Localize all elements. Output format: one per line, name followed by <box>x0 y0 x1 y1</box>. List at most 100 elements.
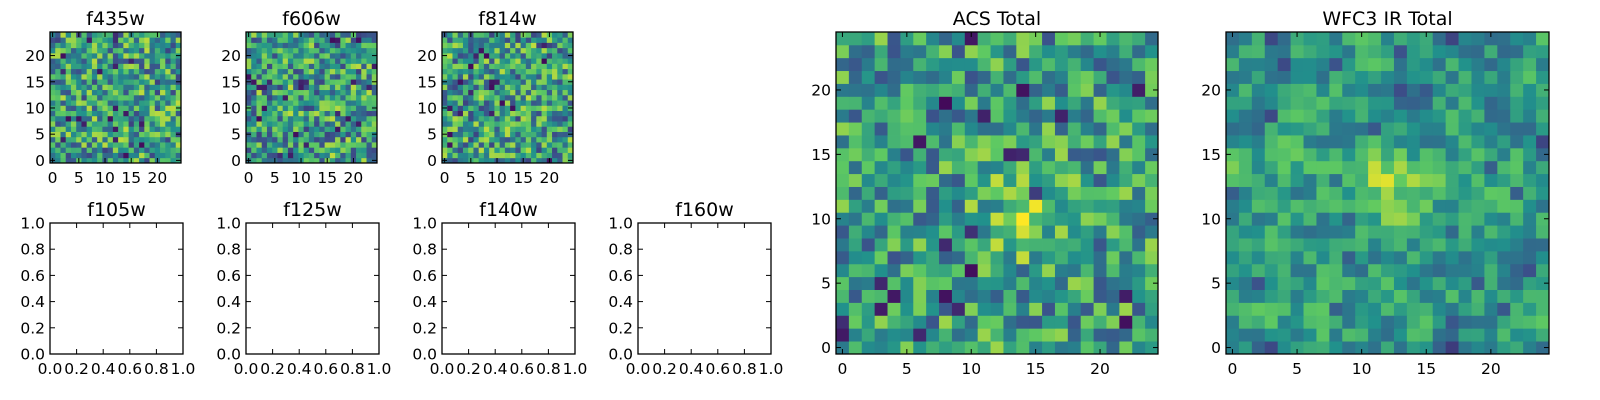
heatmap-cell <box>251 105 257 111</box>
heatmap-cell <box>1029 57 1043 72</box>
heatmap-cell <box>515 157 521 164</box>
heatmap-cell <box>1264 147 1279 162</box>
heatmap-cell <box>1016 225 1030 239</box>
heatmap-cell <box>144 121 150 127</box>
heatmap-cell <box>1238 135 1253 149</box>
heatmap-cell <box>81 110 88 117</box>
heatmap-cell <box>1132 44 1146 59</box>
heatmap-cell <box>848 199 863 213</box>
x-tick-label: 15 <box>1416 360 1436 378</box>
heatmap-cell <box>468 121 474 127</box>
heatmap-cell <box>1226 44 1240 59</box>
heatmap-cell <box>55 100 61 106</box>
heatmap-cell <box>1393 57 1408 72</box>
heatmap-cell <box>977 96 991 110</box>
heatmap-cell <box>483 131 490 138</box>
heatmap-cell <box>1536 173 1550 187</box>
heatmap-cell <box>1264 276 1279 290</box>
heatmap-cell <box>256 131 263 138</box>
heatmap-cell <box>97 126 103 132</box>
heatmap-cell <box>1145 328 1159 342</box>
heatmap-cell <box>1445 250 1459 265</box>
heatmap-cell <box>562 126 569 132</box>
heatmap-cell <box>836 199 850 213</box>
heatmap-cell <box>1093 122 1107 136</box>
heatmap-cell <box>1419 57 1434 72</box>
heatmap-cell <box>282 79 289 85</box>
heatmap-cell <box>1303 173 1317 187</box>
heatmap-cell <box>1093 160 1107 175</box>
heatmap-cell <box>913 289 927 303</box>
heatmap-cell <box>552 115 558 122</box>
heatmap-cell <box>874 44 888 59</box>
heatmap-cell <box>977 70 991 84</box>
heatmap-cell <box>1536 238 1550 252</box>
heatmap-cell <box>81 58 88 64</box>
heatmap-cell <box>118 94 124 101</box>
heatmap-cell <box>1119 109 1133 123</box>
heatmap-cell <box>1277 341 1291 355</box>
heatmap-cell <box>452 73 459 80</box>
heatmap-cell <box>447 115 453 122</box>
heatmap-cell <box>1132 32 1146 46</box>
heatmap-cell <box>175 42 182 49</box>
heatmap-cell <box>489 63 495 70</box>
heatmap-cell <box>144 73 150 80</box>
heatmap-cell <box>1042 328 1056 342</box>
heatmap-cell <box>1251 238 1266 252</box>
heatmap-cell <box>1119 32 1133 46</box>
heatmap-cell <box>329 52 336 59</box>
heatmap-cell <box>1290 263 1304 278</box>
heatmap-cell <box>900 83 914 97</box>
heatmap-cell <box>489 58 495 64</box>
heatmap-cell <box>86 105 93 111</box>
heatmap-cell <box>499 89 506 96</box>
heatmap-cell <box>447 142 453 148</box>
heatmap-cell <box>86 121 93 127</box>
heatmap-cell <box>1042 341 1056 355</box>
heatmap-cell <box>123 73 129 80</box>
heatmap-cell <box>1523 328 1537 342</box>
heatmap-cell <box>536 89 542 96</box>
heatmap-cell <box>1432 328 1447 342</box>
heatmap-cell <box>510 121 516 127</box>
heatmap-cell <box>324 131 331 138</box>
heatmap-cell <box>1342 147 1356 162</box>
heatmap-cell <box>1536 109 1550 123</box>
heatmap-cell <box>282 58 289 64</box>
heatmap-cell <box>1355 96 1369 110</box>
heatmap-cell <box>1342 135 1356 149</box>
heatmap-cell <box>81 84 88 91</box>
heatmap-cell <box>520 121 527 127</box>
heatmap-cell <box>149 32 156 38</box>
heatmap-cell <box>251 100 257 106</box>
heatmap-cell <box>977 32 991 46</box>
heatmap-cell <box>1381 122 1395 136</box>
heatmap-cell <box>557 142 563 148</box>
heatmap-cell <box>1093 250 1107 265</box>
heatmap-cell <box>1458 70 1472 84</box>
heatmap-cell <box>1029 263 1043 278</box>
heatmap-cell <box>1251 302 1266 316</box>
heatmap-cell <box>287 94 294 101</box>
heatmap-cell <box>848 212 863 226</box>
heatmap-cell <box>1329 225 1343 239</box>
heatmap-cell <box>282 89 289 96</box>
heatmap-cell <box>133 89 140 96</box>
heatmap-cell <box>452 68 459 75</box>
heatmap-cell <box>308 110 315 117</box>
heatmap-cell <box>562 152 569 159</box>
heatmap-cell <box>939 147 953 162</box>
heatmap-cell <box>531 73 537 80</box>
heatmap-cell <box>366 152 373 159</box>
heatmap-cell <box>1303 122 1317 136</box>
heatmap-cell <box>170 121 177 127</box>
heatmap-cell <box>107 73 114 80</box>
heatmap-cell <box>361 152 367 159</box>
heatmap-cell <box>531 94 537 101</box>
heatmap-cell <box>329 121 336 127</box>
heatmap-cell <box>478 115 485 122</box>
heatmap-cell <box>1145 212 1159 226</box>
heatmap-cell <box>525 47 532 54</box>
heatmap-cell <box>102 63 109 70</box>
